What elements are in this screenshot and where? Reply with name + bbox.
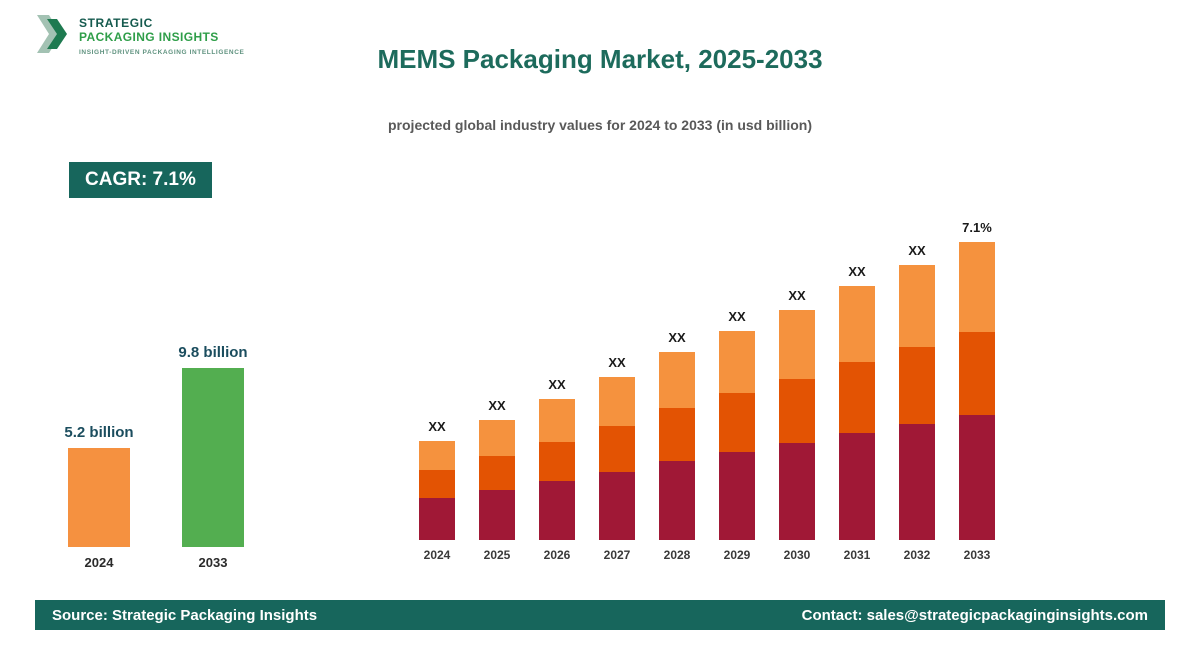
bar-value-label: XX xyxy=(488,398,506,413)
page-title: MEMS Packaging Market, 2025-2033 xyxy=(377,44,823,74)
bar-year-label: 2024 xyxy=(423,548,451,562)
segment-top xyxy=(899,265,935,347)
segment-middle xyxy=(779,379,815,443)
bar-year-label: 2026 xyxy=(543,548,571,562)
segment-middle xyxy=(419,470,455,498)
segment-bottom xyxy=(479,490,515,540)
segment-top xyxy=(419,441,455,470)
footer-contact: Contact: sales@strategicpackaginginsight… xyxy=(801,606,1148,624)
stacked-bar xyxy=(779,310,815,540)
segment-middle xyxy=(599,426,635,472)
bar-year-label: 2030 xyxy=(783,548,811,562)
brand-name-line1: STRATEGIC xyxy=(79,15,153,30)
footer-bar: Source: Strategic Packaging Insights Con… xyxy=(35,600,1165,630)
summary-chart: 5.2 billion 2024 9.8 billion 2033 xyxy=(64,318,247,570)
stacked-bar xyxy=(539,399,575,540)
summary-year-label: 2033 xyxy=(198,555,228,570)
bar-value-label: XX xyxy=(728,309,746,324)
bar-year-label: 2029 xyxy=(723,548,751,562)
bar-value-label: XX xyxy=(608,355,626,370)
segment-middle xyxy=(719,393,755,452)
summary-bar xyxy=(182,368,244,547)
segment-top xyxy=(479,420,515,456)
stacked-bar xyxy=(839,286,875,540)
segment-bottom xyxy=(959,415,995,540)
segment-top xyxy=(959,242,995,332)
segment-bottom xyxy=(599,472,635,540)
page-subtitle: projected global industry values for 202… xyxy=(388,117,812,133)
segment-bottom xyxy=(779,443,815,540)
stacked-bar-group: XX 2032 xyxy=(899,243,935,562)
segment-middle xyxy=(659,408,695,461)
brand-logo: STRATEGIC PACKAGING INSIGHTS INSIGHT-DRI… xyxy=(35,12,244,61)
bar-year-label: 2032 xyxy=(903,548,931,562)
segment-bottom xyxy=(899,424,935,540)
bar-year-label: 2033 xyxy=(963,548,991,562)
stacked-bar-group: XX 2028 xyxy=(659,330,695,562)
summary-bar-group: 9.8 billion 2033 xyxy=(178,344,247,570)
segment-middle xyxy=(839,362,875,433)
bar-value-label: XX xyxy=(848,264,866,279)
segment-top xyxy=(539,399,575,442)
segment-bottom xyxy=(839,433,875,540)
summary-bar xyxy=(68,448,130,547)
segment-bottom xyxy=(719,452,755,540)
brand-name-line2: PACKAGING INSIGHTS xyxy=(79,29,219,44)
stacked-bar-group: 7.1% 2033 xyxy=(959,220,995,562)
stacked-bar-group: XX 2030 xyxy=(779,288,815,562)
segment-middle xyxy=(539,442,575,481)
stacked-bar-group: XX 2029 xyxy=(719,309,755,562)
segment-top xyxy=(839,286,875,362)
segment-top xyxy=(779,310,815,379)
segment-middle xyxy=(959,332,995,415)
bar-year-label: 2028 xyxy=(663,548,691,562)
bar-value-label: XX xyxy=(428,419,446,434)
summary-year-label: 2024 xyxy=(84,555,114,570)
bar-year-label: 2031 xyxy=(843,548,871,562)
cagr-badge: CAGR: 7.1% xyxy=(69,162,212,198)
summary-bar-group: 5.2 billion 2024 xyxy=(64,424,133,570)
footer-source: Source: Strategic Packaging Insights xyxy=(52,606,318,624)
stacked-bar xyxy=(899,265,935,540)
stacked-bar xyxy=(959,242,995,540)
summary-value-label: 5.2 billion xyxy=(64,424,134,441)
segment-bottom xyxy=(419,498,455,540)
segment-bottom xyxy=(539,481,575,540)
segment-middle xyxy=(899,347,935,424)
bar-year-label: 2027 xyxy=(603,548,631,562)
segment-top xyxy=(719,331,755,393)
brand-tagline: INSIGHT-DRIVEN PACKAGING INTELLIGENCE xyxy=(79,48,245,56)
summary-value-label: 9.8 billion xyxy=(178,344,248,361)
segment-bottom xyxy=(659,461,695,540)
bar-value-label: XX xyxy=(548,377,566,392)
bar-year-label: 2025 xyxy=(483,548,511,562)
stacked-bar xyxy=(599,377,635,540)
stacked-bar-group: XX 2025 xyxy=(479,398,515,562)
stacked-bar xyxy=(419,441,455,540)
stacked-bar xyxy=(719,331,755,540)
stacked-bar xyxy=(659,352,695,540)
stacked-bar-group: XX 2026 xyxy=(539,377,575,562)
segment-middle xyxy=(479,456,515,490)
stacked-bar xyxy=(479,420,515,540)
bar-value-label: XX xyxy=(908,243,926,258)
stacked-bar-chart: XX 2024 XX 2025 XX 2026 XX 2027 XX 2028 XX 2029 XX 20… xyxy=(419,200,995,562)
segment-top xyxy=(659,352,695,408)
stacked-bar-group: XX 2027 xyxy=(599,355,635,562)
bar-value-label: 7.1% xyxy=(962,220,992,235)
stacked-bar-group: XX 2024 xyxy=(419,419,455,562)
bar-value-label: XX xyxy=(668,330,686,345)
bar-value-label: XX xyxy=(788,288,806,303)
stacked-bar-group: XX 2031 xyxy=(839,264,875,562)
segment-top xyxy=(599,377,635,426)
chevron-logo-icon xyxy=(35,12,71,61)
